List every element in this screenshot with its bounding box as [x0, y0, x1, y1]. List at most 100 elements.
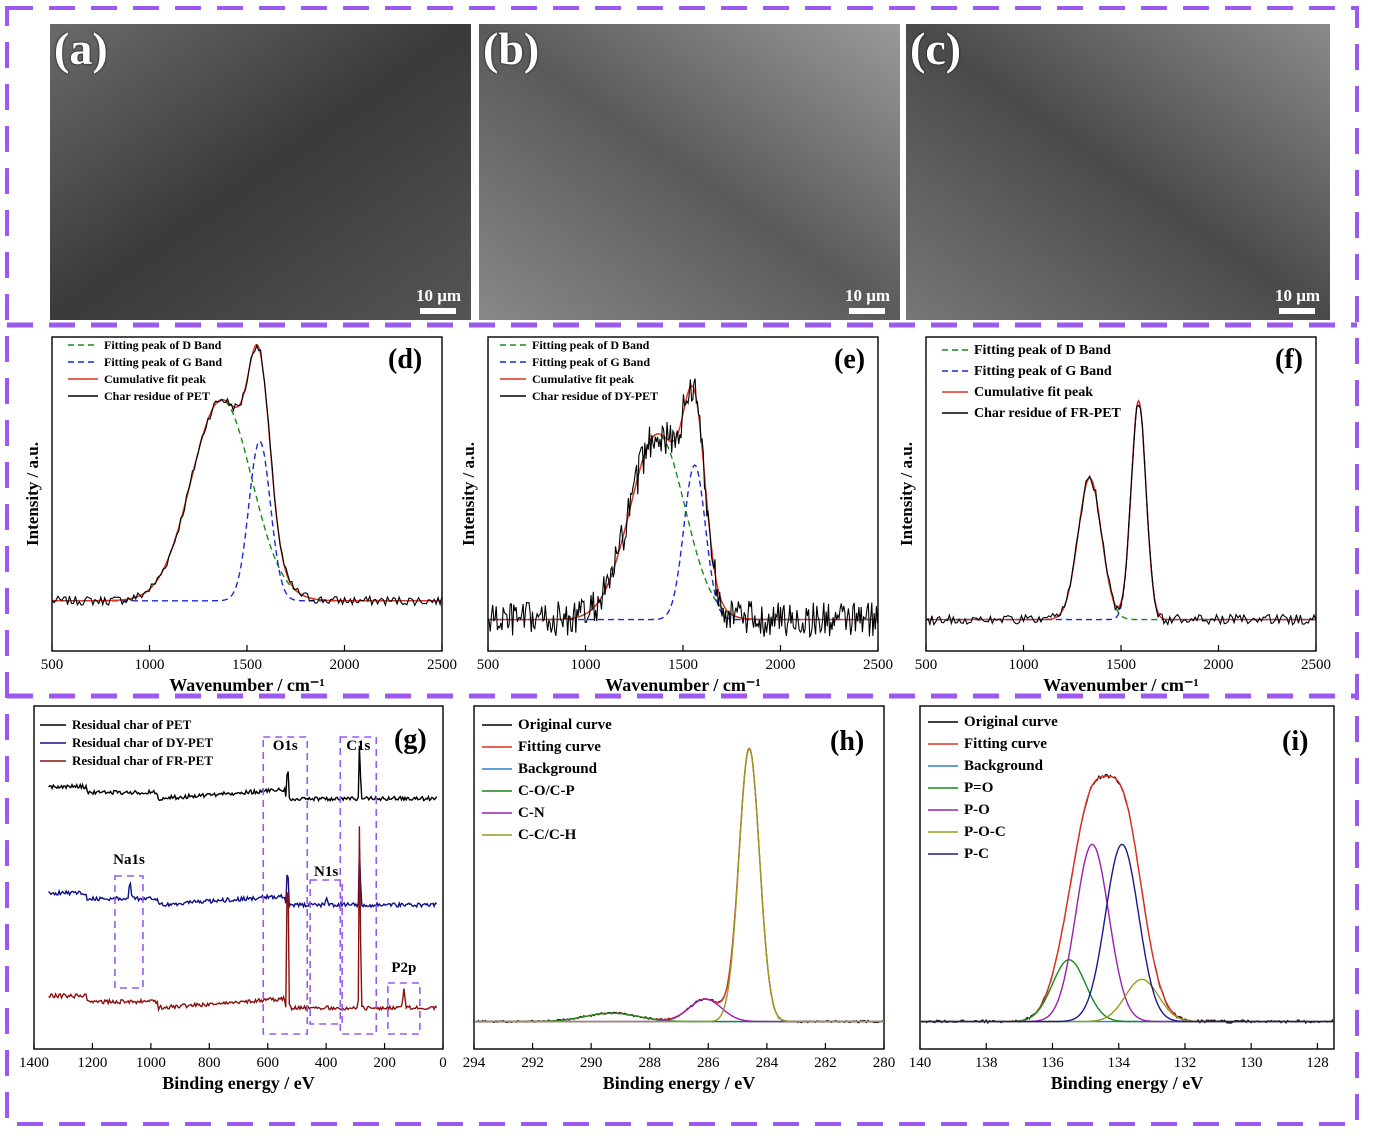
legend-label: Fitting peak of G Band — [104, 355, 222, 369]
x-tick-label: 288 — [638, 1055, 661, 1071]
legend-label: Fitting curve — [518, 739, 601, 755]
x-tick-label: 2500 — [863, 657, 893, 673]
scale-bar-line-c — [1279, 308, 1316, 314]
panel-label-h: (h) — [830, 726, 864, 757]
peak-annotation: P2p — [391, 960, 416, 976]
outer-frame — [5, 6, 1359, 1126]
sem-image-b — [479, 24, 900, 320]
legend-label: P-O-C — [964, 824, 1006, 840]
x-tick-label: 800 — [198, 1055, 221, 1071]
y-axis-label: Intensity / a.u. — [459, 442, 478, 546]
x-tick-label: 500 — [477, 657, 500, 673]
x-tick-label: 0 — [439, 1055, 447, 1071]
x-tick-label: 286 — [697, 1055, 720, 1071]
sem-panel-b: (b) 10 μm — [479, 24, 900, 320]
x-tick-label: 140 — [909, 1055, 932, 1071]
series-line-3 — [926, 399, 1316, 621]
peak-annotation: C1s — [346, 738, 370, 754]
legend-label: Fitting peak of G Band — [974, 364, 1112, 379]
series-line-4 — [51, 343, 443, 607]
legend-label: Residual char of FR-PET — [72, 753, 213, 768]
series-line-1 — [48, 745, 438, 803]
scale-text-c: 10 μm — [1274, 286, 1320, 305]
sem-panel-a: (a) 10 μm — [50, 24, 471, 320]
peak-box — [309, 879, 343, 1025]
x-axis-label: Wavenumber / cm⁻¹ — [1043, 675, 1199, 695]
x-tick-label: 282 — [814, 1055, 837, 1071]
panel-label-c: (c) — [910, 24, 962, 74]
panel-label-g: (g) — [394, 724, 427, 755]
x-tick-label: 290 — [580, 1055, 603, 1071]
series-line-4 — [487, 378, 879, 639]
panel-label-d: (d) — [388, 344, 422, 375]
x-tick-label: 500 — [41, 657, 64, 673]
x-axis-label: Binding energy / eV — [603, 1073, 756, 1093]
panel-label-i: (i) — [1282, 726, 1308, 757]
x-tick-label: 200 — [373, 1055, 396, 1071]
x-tick-label: 1200 — [77, 1055, 107, 1071]
legend-label: Fitting curve — [964, 736, 1047, 752]
sem-image-a — [50, 24, 471, 320]
x-tick-label: 1000 — [1009, 657, 1039, 673]
series-line-1 — [52, 399, 442, 602]
sem-panel-c: (c) 10 μm — [906, 24, 1330, 320]
x-tick-label: 2000 — [1204, 657, 1234, 673]
legend-label: Char residue of FR-PET — [974, 406, 1122, 421]
x-tick-label: 1000 — [571, 657, 601, 673]
x-tick-label: 600 — [256, 1055, 279, 1071]
legend-label: P-O — [964, 802, 990, 818]
series-line-2 — [926, 399, 1316, 621]
x-tick-label: 284 — [756, 1055, 779, 1071]
series-line-3 — [48, 826, 438, 1013]
legend-label: C-O/C-P — [518, 783, 575, 799]
x-axis-label: Binding energy / eV — [1051, 1073, 1204, 1093]
x-axis-label: Wavenumber / cm⁻¹ — [605, 675, 761, 695]
chart-d: 500 1000 1500 2000 2500 Wavenumber / cm⁻¹ Inte… — [23, 336, 457, 695]
legend-label: P-C — [964, 846, 989, 862]
x-tick-label: 400 — [315, 1055, 338, 1071]
legend-label: Original curve — [964, 714, 1058, 730]
sem-image-c — [906, 24, 1330, 320]
legend-label: Fitting peak of G Band — [532, 355, 650, 369]
peak-annotation: O1s — [273, 738, 298, 754]
legend-label: P=O — [964, 780, 993, 796]
scale-text-a: 10 μm — [415, 286, 461, 305]
panel-label-b: (b) — [483, 24, 540, 74]
plot-frame — [473, 705, 885, 1050]
legend-label: Cumulative fit peak — [974, 385, 1093, 400]
scale-bar-line-b — [849, 308, 886, 314]
series-line-5 — [920, 843, 1334, 1023]
series-line-7 — [920, 843, 1334, 1023]
plot-frame — [33, 705, 444, 1050]
panel-label-f: (f) — [1275, 344, 1303, 375]
plot-frame — [919, 705, 1335, 1050]
chart-e: 500 1000 1500 2000 2500 Wavenumber / cm⁻¹ Inte… — [459, 336, 893, 695]
x-tick-label: 294 — [463, 1055, 486, 1071]
scale-bar-b: 10 μm — [845, 286, 890, 314]
legend-label: Background — [964, 758, 1044, 774]
x-tick-label: 132 — [1174, 1055, 1197, 1071]
x-tick-label: 2500 — [1301, 657, 1331, 673]
series-line-6 — [475, 748, 884, 1023]
scale-bar-c: 10 μm — [1275, 286, 1320, 314]
legend-label: Fitting peak of D Band — [974, 343, 1111, 358]
peak-box — [114, 875, 144, 989]
x-tick-label: 1500 — [232, 657, 262, 673]
y-axis-label: Intensity / a.u. — [897, 442, 916, 546]
legend-label: C-C/C-H — [518, 827, 577, 843]
x-tick-label: 1400 — [19, 1055, 49, 1071]
series-line-4 — [925, 404, 1317, 627]
series-line-2 — [52, 440, 442, 602]
panel-label-e: (e) — [834, 344, 865, 375]
x-tick-label: 2000 — [766, 657, 796, 673]
series-line-5 — [475, 998, 884, 1023]
x-axis-label: Wavenumber / cm⁻¹ — [169, 675, 325, 695]
peak-box — [387, 982, 421, 1035]
legend-label: Cumulative fit peak — [532, 372, 634, 386]
x-tick-label: 2000 — [330, 657, 360, 673]
x-tick-label: 134 — [1107, 1055, 1130, 1071]
legend-label: Fitting peak of D Band — [532, 338, 650, 352]
peak-annotation: Na1s — [113, 852, 145, 868]
x-tick-label: 280 — [873, 1055, 896, 1071]
series-line-2 — [48, 848, 438, 910]
